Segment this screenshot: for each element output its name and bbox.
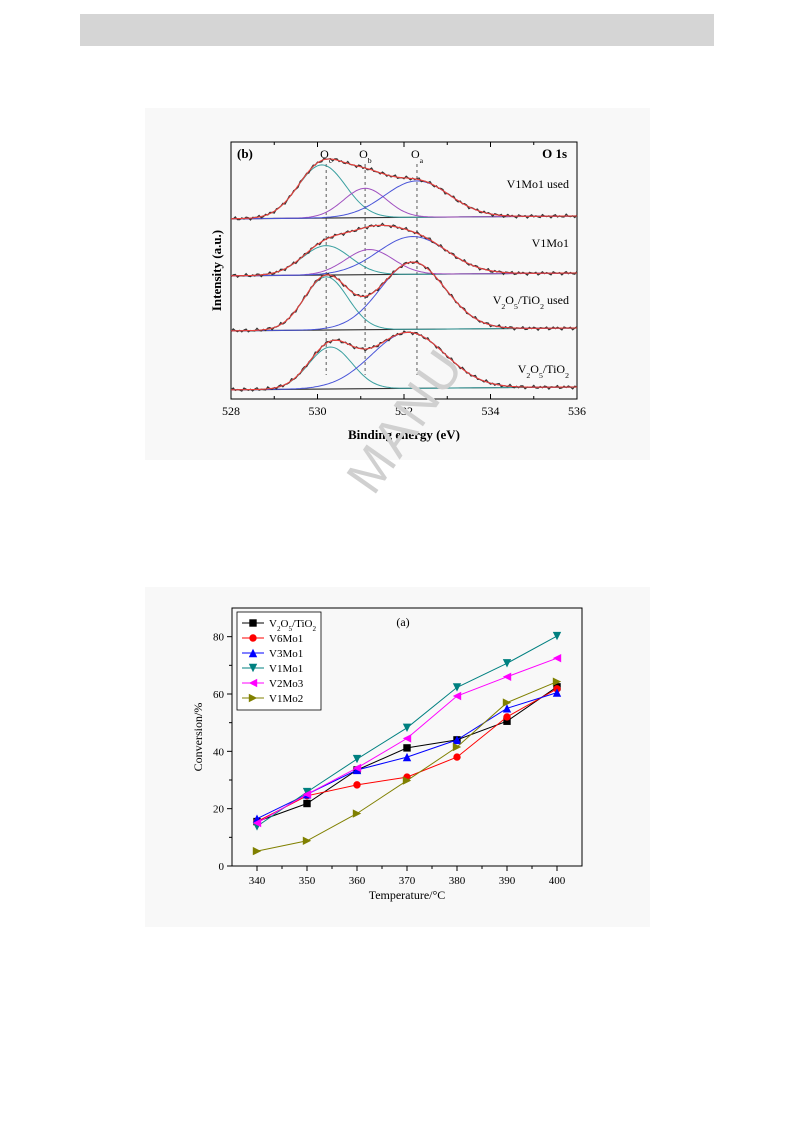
peak-label-oa: Oa xyxy=(411,147,424,165)
data-point xyxy=(502,704,512,713)
fit-component-ob xyxy=(231,248,577,277)
xps-figure-panel: 528 530 532 534 536 Binding energy (eV) Intens… xyxy=(145,108,650,460)
data-point xyxy=(303,799,311,808)
data-point xyxy=(452,691,462,701)
data-point xyxy=(403,744,411,752)
x-axis-label: Temperature/°C xyxy=(369,888,446,902)
y-tick-label: 80 xyxy=(213,632,225,644)
x-tick-label: 536 xyxy=(568,404,586,418)
data-point xyxy=(352,809,362,818)
data-point xyxy=(452,735,462,745)
data-point xyxy=(352,763,362,773)
y-tick-label: 0 xyxy=(219,861,225,873)
legend-entry-label: V1Mo2 xyxy=(269,693,303,705)
x-tick-label: 380 xyxy=(449,875,466,887)
spectrum-label: V2O5/TiO2 xyxy=(518,362,569,380)
data-point xyxy=(248,693,258,703)
panel-label: (b) xyxy=(237,146,253,161)
panel-label: (a) xyxy=(396,615,409,629)
data-point xyxy=(402,734,412,743)
data-point xyxy=(552,688,562,697)
y-tick-label: 40 xyxy=(213,746,225,758)
data-point xyxy=(252,818,262,828)
x-axis-label: Binding energy (eV) xyxy=(348,427,460,442)
spectrum-label: V2O5/TiO2 used xyxy=(493,293,569,311)
data-point xyxy=(452,742,462,752)
data-point xyxy=(252,846,262,856)
legend-entry-label: V2O5/TiO2 xyxy=(269,618,316,633)
data-point xyxy=(502,659,512,668)
y-tick-label: 60 xyxy=(213,689,225,701)
data-point xyxy=(248,648,258,658)
data-point xyxy=(552,653,562,663)
data-point xyxy=(502,672,512,681)
data-point xyxy=(302,790,312,799)
x-tick-label: 390 xyxy=(499,875,516,887)
fit-envelope xyxy=(231,224,577,277)
x-tick-label: 370 xyxy=(399,875,416,887)
peak-label-ob: Ob xyxy=(359,147,372,165)
legend-entry-label: V2Mo3 xyxy=(269,678,304,690)
legend-entry-label: V1Mo1 xyxy=(269,663,303,675)
x-tick-label: 340 xyxy=(249,875,266,887)
fit-component-oc xyxy=(230,164,577,220)
data-point xyxy=(248,678,258,688)
spectrum-label: V1Mo1 used xyxy=(507,177,569,191)
x-tick-label: 532 xyxy=(395,404,413,418)
data-point xyxy=(302,836,312,845)
data-point xyxy=(353,781,361,789)
data-point xyxy=(402,752,412,762)
fit-envelope xyxy=(231,331,577,391)
conversion-chart: 340 350 360 370 380 390 400 0 20 40 60 80 Temperatur… xyxy=(191,607,583,902)
fit-component-oc xyxy=(231,245,577,277)
x-tick-label: 360 xyxy=(349,875,366,887)
y-axis-label: Conversion/% xyxy=(191,703,205,772)
data-point xyxy=(248,663,258,673)
x-tick-label: 528 xyxy=(222,404,240,418)
data-point xyxy=(402,723,412,733)
data-point xyxy=(402,776,412,785)
x-tick-label: 350 xyxy=(299,875,316,887)
chart-title: O 1s xyxy=(542,146,567,161)
page-header-bar xyxy=(80,14,714,46)
x-tick-label: 534 xyxy=(482,404,500,418)
data-point xyxy=(249,634,257,642)
data-point xyxy=(502,698,512,707)
y-axis-label: Intensity (a.u.) xyxy=(209,230,224,311)
legend-entry-label: V6Mo1 xyxy=(269,633,303,645)
y-tick-label: 20 xyxy=(213,804,225,816)
legend-box xyxy=(236,611,322,711)
data-point xyxy=(352,754,362,764)
fit-envelope xyxy=(230,158,577,220)
data-point xyxy=(249,619,257,627)
peak-label-oc: Oc xyxy=(320,147,333,165)
spectrum-label: V1Mo1 xyxy=(532,236,569,250)
data-point xyxy=(552,631,562,641)
legend-entry-label: V3Mo1 xyxy=(269,648,303,660)
fit-envelope xyxy=(231,261,577,332)
x-tick-label: 530 xyxy=(309,404,327,418)
xps-o1s-chart: 528 530 532 534 536 Binding energy (eV) Intens… xyxy=(209,141,586,442)
x-tick-label: 400 xyxy=(549,875,566,887)
data-point xyxy=(552,677,562,686)
data-point xyxy=(302,787,312,797)
data-point xyxy=(452,683,462,692)
data-point xyxy=(503,713,511,721)
data-point xyxy=(453,753,461,761)
data-point xyxy=(503,717,511,725)
conversion-figure-panel: 340 350 360 370 380 390 400 0 20 40 60 80 Temperatur… xyxy=(145,587,650,927)
